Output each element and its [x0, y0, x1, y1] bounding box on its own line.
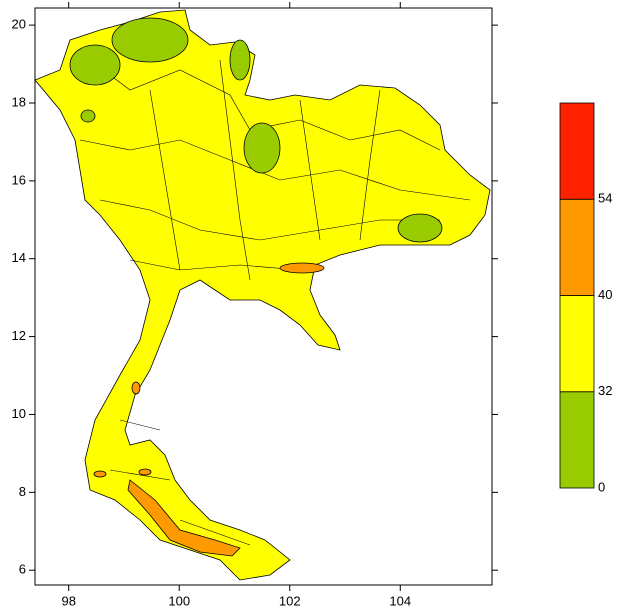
- y-tick-label: 14: [12, 250, 26, 265]
- axes: 98 100 102 104 6 8 10 12 14 16 18 20: [12, 2, 498, 608]
- map-frame: [34, 7, 493, 586]
- legend-swatch: [559, 295, 595, 393]
- legend-label: 32: [598, 383, 612, 398]
- province-lines: [79, 59, 471, 546]
- x-tick-label: 100: [168, 593, 190, 608]
- x-tick-label: 102: [279, 593, 301, 608]
- y-tick-label: 18: [12, 94, 26, 109]
- y-tick-label: 10: [12, 406, 26, 421]
- y-tick-label: 16: [12, 172, 26, 187]
- country-outline: [34, 9, 491, 581]
- legend-swatch: [559, 391, 595, 489]
- y-tick-label: 20: [12, 17, 26, 32]
- legend-swatch: [559, 102, 595, 200]
- color-legend: 0 32 40 54: [559, 102, 612, 494]
- x-tick-label: 98: [61, 593, 75, 608]
- orange-zones: [93, 262, 325, 557]
- y-tick-label: 6: [19, 562, 26, 577]
- map-shapes: [34, 9, 491, 581]
- green-zones: [69, 17, 443, 243]
- legend-label: 0: [598, 479, 605, 494]
- legend-label: 54: [598, 191, 612, 206]
- legend-label: 40: [598, 287, 612, 302]
- y-tick-label: 8: [19, 484, 26, 499]
- x-tick-label: 104: [389, 593, 411, 608]
- y-tick-label: 12: [12, 328, 26, 343]
- legend-swatch: [559, 198, 595, 296]
